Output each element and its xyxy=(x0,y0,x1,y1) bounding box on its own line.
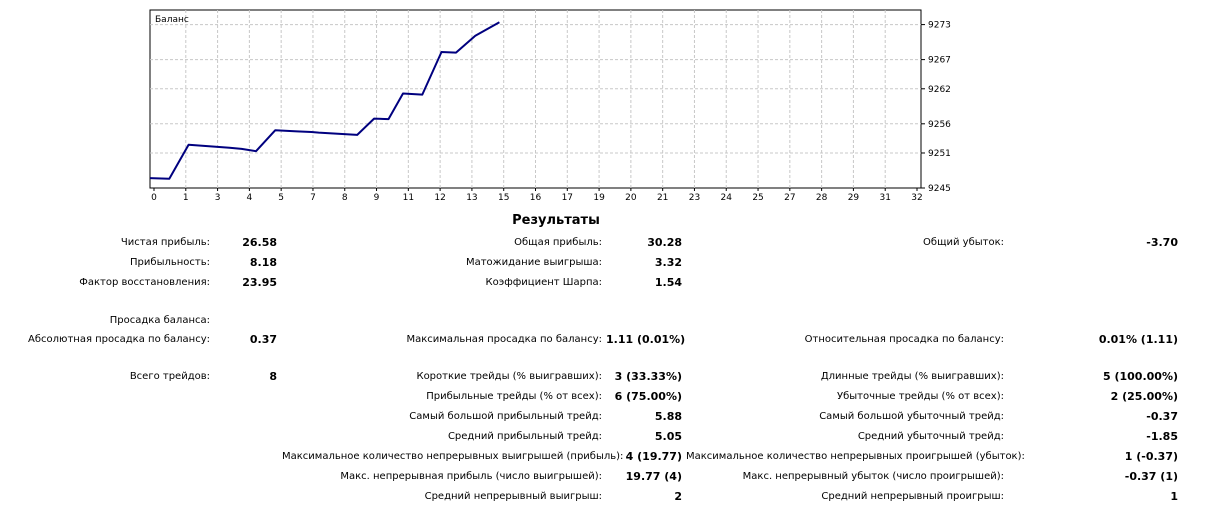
y-tick-label: 9262 xyxy=(928,85,951,95)
largest-loss-trade-value: -0.37 xyxy=(1146,410,1178,423)
x-tick-label: 1 xyxy=(183,193,189,203)
short-trades-label: Короткие трейды (% выигравших): xyxy=(416,371,602,382)
gross-loss-value: -3.70 xyxy=(1146,236,1178,249)
chart-title: Баланс xyxy=(155,15,189,25)
x-tick-label: 31 xyxy=(879,193,890,203)
average-consecutive-losses-label: Средний непрерывный проигрыш: xyxy=(821,491,1004,502)
max-consecutive-profit-value: 19.77 (4) xyxy=(625,470,682,483)
sharpe-ratio-label: Коэффициент Шарпа: xyxy=(485,277,602,288)
recovery-factor-label: Фактор восстановления: xyxy=(79,277,210,288)
x-tick-label: 4 xyxy=(247,193,253,203)
max-consecutive-loss-value: -0.37 (1) xyxy=(1124,470,1178,483)
x-tick-label: 29 xyxy=(848,193,860,203)
short-trades-value: 3 (33.33%) xyxy=(614,370,682,383)
average-profit-trade-label: Средний прибыльный трейд: xyxy=(447,431,602,442)
sharpe-ratio-value: 1.54 xyxy=(654,276,682,289)
max-consecutive-profit-label: Макс. непрерывная прибыль (число выигрыш… xyxy=(340,471,602,482)
long-trades-value: 5 (100.00%) xyxy=(1102,370,1178,383)
x-tick-label: 13 xyxy=(466,193,477,203)
x-tick-label: 9 xyxy=(374,193,380,203)
max-consecutive-wins-label: Максимальное количество непрерывных выиг… xyxy=(282,451,624,462)
balance-line xyxy=(149,21,500,180)
x-tick-label: 11 xyxy=(403,193,414,203)
profit-trades-value: 6 (75.00%) xyxy=(614,390,682,403)
average-consecutive-wins-value: 2 xyxy=(674,490,682,503)
expected-payoff-label: Матожидание выигрыша: xyxy=(465,257,602,268)
x-tick-label: 17 xyxy=(562,193,573,203)
y-tick-label: 9273 xyxy=(928,21,951,31)
largest-profit-trade-label: Самый большой прибыльный трейд: xyxy=(409,411,602,422)
absolute-drawdown-value: 0.37 xyxy=(249,333,277,346)
x-tick-label: 27 xyxy=(784,193,795,203)
largest-loss-trade-label: Самый большой убыточный трейд: xyxy=(819,411,1004,422)
x-tick-label: 0 xyxy=(151,193,157,203)
results-title: Результаты xyxy=(512,213,600,228)
balance-drawdown-label: Просадка баланса: xyxy=(109,315,210,326)
relative-drawdown-value: 0.01% (1.11) xyxy=(1098,333,1178,346)
plot-area xyxy=(149,9,922,189)
gross-loss-label: Общий убыток: xyxy=(923,237,1004,248)
loss-trades-value: 2 (25.00%) xyxy=(1110,390,1178,403)
balance-chart: 0 1 3 4 5 7 8 9 11 12 13 15 16 17 19 20 21 23 24 25 27 28 29 31… xyxy=(149,9,951,203)
net-profit-label: Чистая прибыль: xyxy=(120,237,210,248)
maximal-drawdown-label: Максимальная просадка по балансу: xyxy=(406,334,602,345)
profit-factor-label: Прибыльность: xyxy=(130,257,210,268)
x-tick-label: 5 xyxy=(278,193,284,203)
y-tick-label: 9256 xyxy=(928,120,951,130)
relative-drawdown-label: Относительная просадка по балансу: xyxy=(804,334,1004,345)
total-trades-label: Всего трейдов: xyxy=(129,371,210,382)
loss-trades-label: Убыточные трейды (% от всех): xyxy=(836,391,1004,402)
x-tick-label: 15 xyxy=(498,193,509,203)
expected-payoff-value: 3.32 xyxy=(654,256,682,269)
y-tick-label: 9267 xyxy=(928,56,951,66)
profit-factor-value: 8.18 xyxy=(249,256,277,269)
y-tick-label: 9245 xyxy=(928,184,951,194)
x-tick-label: 28 xyxy=(816,193,828,203)
recovery-factor-value: 23.95 xyxy=(242,276,277,289)
x-tick-label: 25 xyxy=(752,193,763,203)
average-consecutive-losses-value: 1 xyxy=(1170,490,1178,503)
average-profit-trade-value: 5.05 xyxy=(654,430,682,443)
x-tick-label: 20 xyxy=(625,193,637,203)
total-trades-value: 8 xyxy=(269,370,277,383)
net-profit-value: 26.58 xyxy=(242,236,277,249)
absolute-drawdown-label: Абсолютная просадка по балансу: xyxy=(28,334,210,345)
x-tick-label: 16 xyxy=(530,193,542,203)
max-consecutive-losses-label: Максимальное количество непрерывных прои… xyxy=(686,451,1025,462)
average-consecutive-wins-label: Средний непрерывный выигрыш: xyxy=(424,491,602,502)
long-trades-label: Длинные трейды (% выигравших): xyxy=(820,371,1004,382)
x-tick-label: 24 xyxy=(721,193,733,203)
x-tick-label: 23 xyxy=(689,193,700,203)
max-consecutive-losses-value: 1 (-0.37) xyxy=(1124,450,1178,463)
y-tick-label: 9251 xyxy=(928,149,951,159)
x-tick-label: 8 xyxy=(342,193,348,203)
average-loss-trade-value: -1.85 xyxy=(1146,430,1178,443)
x-tick-label: 32 xyxy=(911,193,922,203)
max-consecutive-wins-value: 4 (19.77) xyxy=(625,450,682,463)
x-tick-label: 3 xyxy=(215,193,221,203)
x-tick-label: 21 xyxy=(657,193,668,203)
x-tick-label: 7 xyxy=(310,193,316,203)
largest-profit-trade-value: 5.88 xyxy=(654,410,682,423)
x-tick-label: 19 xyxy=(593,193,605,203)
gross-profit-label: Общая прибыль: xyxy=(514,237,602,248)
gross-profit-value: 30.28 xyxy=(647,236,682,249)
average-loss-trade-label: Средний убыточный трейд: xyxy=(857,431,1004,442)
maximal-drawdown-value: 1.11 (0.01%) xyxy=(606,333,686,346)
max-consecutive-loss-label: Макс. непрерывный убыток (число проигрыш… xyxy=(742,471,1004,482)
profit-trades-label: Прибыльные трейды (% от всех): xyxy=(426,391,602,402)
x-tick-label: 12 xyxy=(434,193,445,203)
